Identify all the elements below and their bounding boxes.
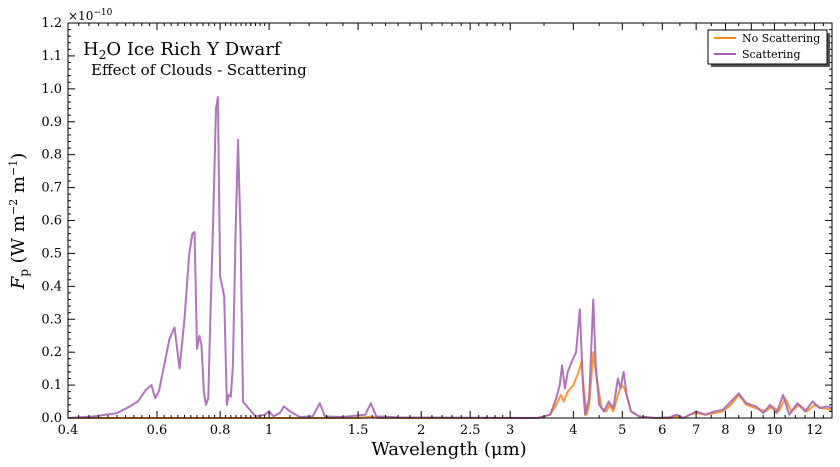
chart-subtitle: Effect of Clouds - Scattering	[91, 61, 307, 79]
legend: No Scattering Scattering	[707, 29, 830, 67]
y-tick-label: 0.1	[41, 378, 62, 393]
y-tick-label: 0.2	[41, 345, 62, 360]
series-line-no-scattering	[68, 351, 833, 419]
x-tick-label: 1.5	[348, 423, 369, 438]
x-tick-label: 2	[417, 423, 425, 438]
x-tick-label: 2.5	[460, 423, 481, 438]
x-tick-label: 9	[747, 423, 755, 438]
x-tick-label: 3	[506, 423, 514, 438]
legend-box	[707, 29, 828, 65]
ticks-layer: 0.4 0.6 0.8 1 1.5 2 2.5 3 4 5 6 7 8 9 10 12 0.0 0.1 0.2 0.3…	[41, 16, 832, 438]
y-tick-label: 0.0	[41, 411, 62, 426]
y-tick-label: 1.1	[41, 49, 62, 64]
x-tick-label: 12	[806, 423, 823, 438]
y-exponent: ×10−10	[68, 8, 113, 23]
x-tick-label: 6	[658, 423, 666, 438]
x-tick-label: 1	[265, 423, 273, 438]
x-tick-label: 8	[721, 423, 729, 438]
x-tick-label: 0.4	[58, 423, 79, 438]
y-tick-label: 1.0	[41, 82, 62, 97]
y-tick-label: 0.7	[41, 181, 62, 196]
legend-label-scattering: Scattering	[742, 48, 801, 61]
x-tick-label: 4	[569, 423, 577, 438]
x-tick-label: 5	[618, 423, 626, 438]
y-tick-label: 0.4	[41, 279, 62, 294]
plot-frame	[67, 22, 833, 419]
y-tick-label: 0.6	[41, 214, 62, 229]
y-axis-label: Fp (W m−2 m−1)	[7, 153, 31, 291]
x-tick-label: 7	[692, 423, 700, 438]
x-tick-label: 10	[766, 423, 783, 438]
x-axis-label: Wavelength (μm)	[371, 439, 526, 460]
y-tick-label: 0.8	[41, 148, 62, 163]
legend-label-no-scattering: No Scattering	[742, 32, 820, 45]
chart-title: H2O Ice Rich Y Dwarf	[83, 39, 282, 62]
y-tick-label: 0.3	[41, 312, 62, 327]
series-layer	[67, 96, 833, 419]
x-tick-label: 0.6	[147, 423, 168, 438]
series-line-scattering	[67, 96, 833, 419]
x-tick-label: 0.8	[210, 423, 231, 438]
y-tick-label: 1.2	[41, 16, 62, 31]
y-tick-label: 0.9	[41, 115, 62, 130]
y-tick-label: 0.5	[41, 246, 62, 261]
